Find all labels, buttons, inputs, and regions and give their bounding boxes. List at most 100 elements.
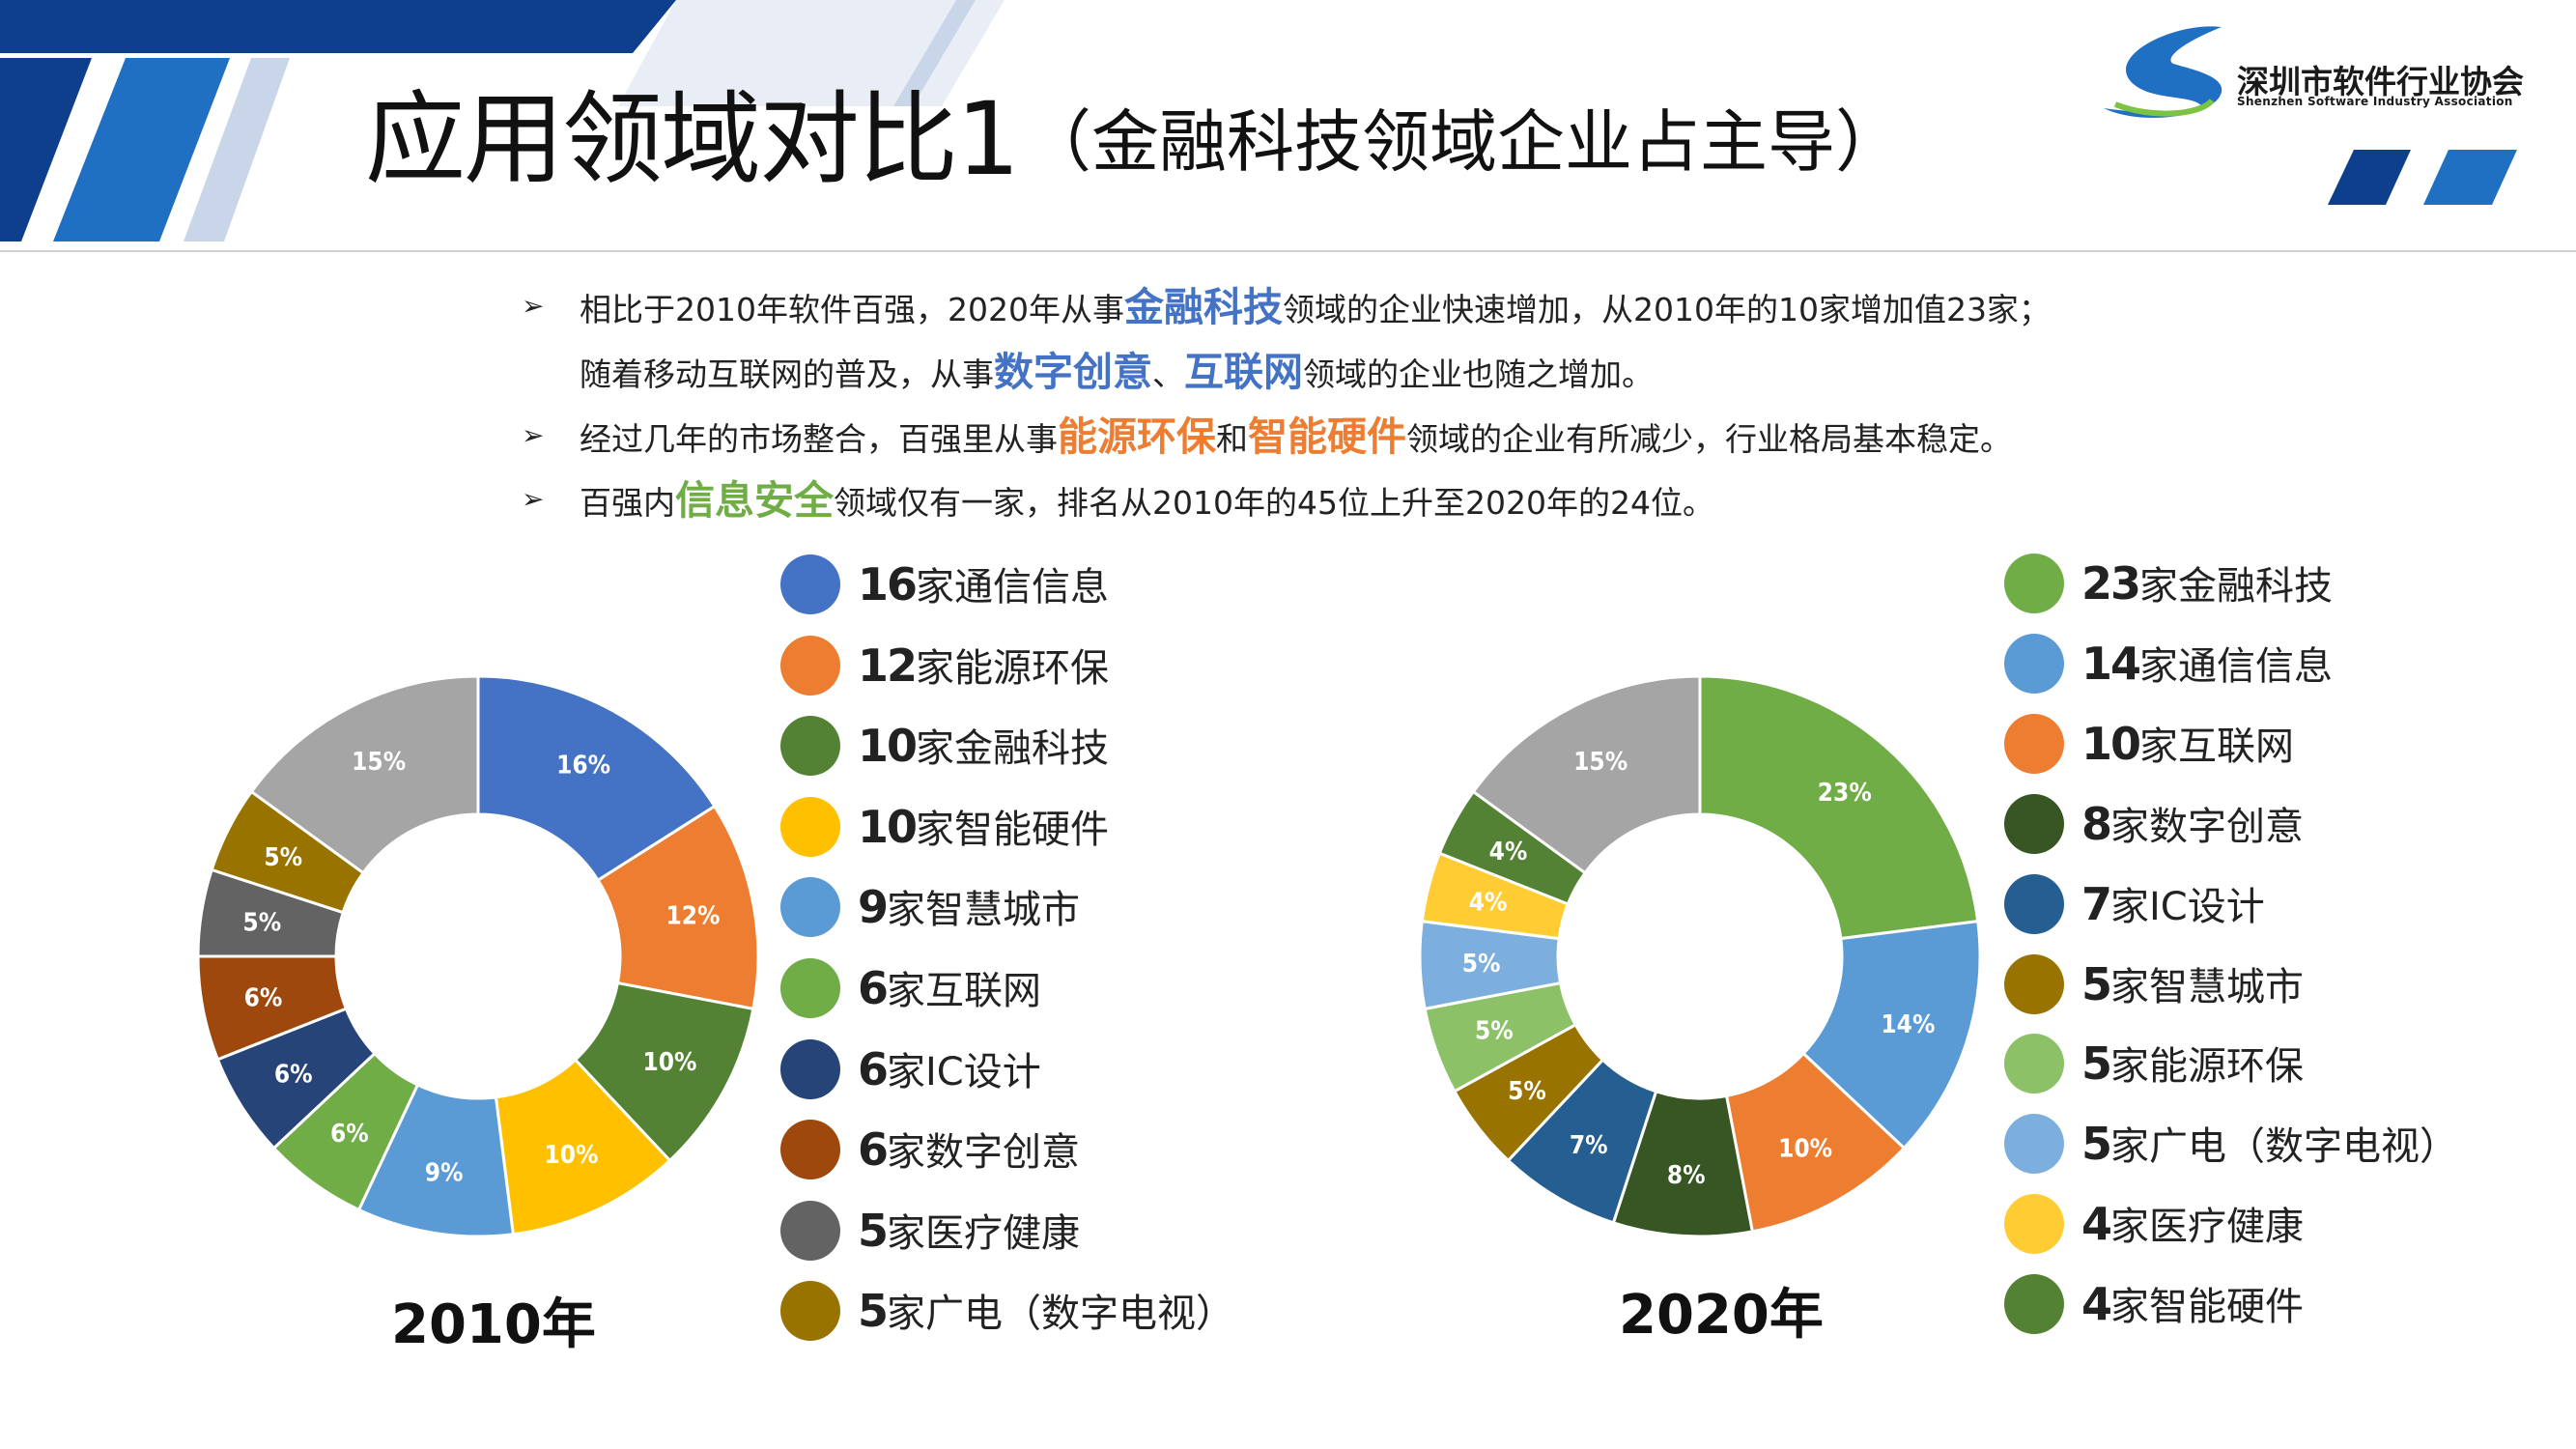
legend-name: 家数字创意 bbox=[887, 1130, 1081, 1176]
bullet-arrow-icon: ➢ bbox=[522, 483, 545, 515]
legend-swatch bbox=[780, 877, 840, 938]
legend-count: 4 bbox=[2081, 1198, 2112, 1251]
bullet-text: 领域的企业快速增加，从2010年的10家增加值23家； bbox=[1282, 291, 2051, 328]
slice-percent-label: 4% bbox=[1469, 889, 1508, 918]
legend-swatch bbox=[2004, 1114, 2064, 1175]
legend-label: 7家IC设计 bbox=[2081, 882, 2265, 926]
legend-swatch bbox=[2004, 1034, 2064, 1094]
logo-text: 深圳市软件行业协会 bbox=[2237, 63, 2524, 100]
legend-label: 4家智能硬件 bbox=[2081, 1282, 2304, 1326]
bullet-line: 百强内信息安全领域仅有一家，排名从2010年的45位上升至2020年的24位。 bbox=[580, 481, 1714, 521]
legend-swatch bbox=[2004, 953, 2064, 1014]
header-band-dark bbox=[0, 0, 676, 53]
legend-name: 家通信信息 bbox=[2139, 643, 2334, 689]
highlight-text: 信息安全 bbox=[675, 477, 834, 524]
legend-swatch bbox=[780, 635, 840, 696]
legend-name: 家能源环保 bbox=[916, 645, 1110, 691]
legend-count: 7 bbox=[2081, 877, 2112, 930]
legend-name: 家广电（数字电视） bbox=[887, 1292, 1235, 1337]
legend-label: 14家通信信息 bbox=[2081, 641, 2333, 686]
slice-percent-label: 6% bbox=[330, 1120, 369, 1149]
legend-swatch bbox=[2004, 873, 2064, 934]
legend-name: 家IC设计 bbox=[2110, 884, 2265, 929]
donut-slice bbox=[476, 674, 717, 883]
legend-name: 家智慧城市 bbox=[2110, 964, 2305, 1009]
legend-count: 10 bbox=[858, 720, 918, 773]
legend-label: 10家金融科技 bbox=[858, 724, 1109, 768]
year-label-2010: 2010年 bbox=[391, 1293, 596, 1356]
bullet-text: 经过几年的市场整合，百强里从事 bbox=[580, 420, 1058, 458]
slice-percent-label: 14% bbox=[1881, 1010, 1935, 1039]
legend-label: 4家医疗健康 bbox=[2081, 1202, 2304, 1246]
legend-label: 5家广电（数字电视） bbox=[2081, 1122, 2458, 1166]
legend-label: 5家能源环保 bbox=[2081, 1041, 2304, 1086]
donut-chart-2020: 23% 14% 10% 8% 7% 5% 5% 5% 4% 4% 15% bbox=[1418, 674, 1982, 1238]
donut-slice bbox=[1471, 674, 1702, 875]
legend-name: 家金融科技 bbox=[2139, 564, 2334, 609]
legend-count: 10 bbox=[858, 800, 918, 853]
legend-swatch bbox=[2004, 633, 2064, 694]
bullet-text: 领域的企业有所减少，行业格局基本稳定。 bbox=[1406, 420, 2012, 458]
legend-name: 家医疗健康 bbox=[887, 1210, 1081, 1256]
legend-label: 8家数字创意 bbox=[2081, 802, 2304, 846]
slice-percent-label: 4% bbox=[1489, 838, 1528, 867]
legend-count: 12 bbox=[858, 639, 918, 692]
donut-slice bbox=[596, 804, 760, 1011]
legend-name: 家智能硬件 bbox=[2110, 1285, 2305, 1330]
slice-percent-label: 8% bbox=[1667, 1161, 1706, 1190]
slice-percent-label: 16% bbox=[556, 752, 610, 781]
bullet-text: 和 bbox=[1216, 420, 1248, 458]
legend-swatch bbox=[2004, 793, 2064, 854]
legend-count: 10 bbox=[2081, 717, 2141, 770]
year-label-2020: 2020年 bbox=[1619, 1284, 1824, 1347]
bullet-text: 相比于2010年软件百强，2020年从事 bbox=[580, 291, 1124, 328]
legend-label: 12家能源环保 bbox=[858, 643, 1109, 688]
legend-name: 家IC设计 bbox=[887, 1049, 1041, 1094]
legend-name: 家金融科技 bbox=[916, 726, 1110, 772]
legend-count: 16 bbox=[858, 558, 918, 611]
legend-swatch bbox=[2004, 554, 2064, 613]
legend-name: 家能源环保 bbox=[2110, 1044, 2305, 1090]
legend-label: 10家互联网 bbox=[2081, 722, 2294, 766]
legend-label: 9家智慧城市 bbox=[858, 885, 1080, 929]
legend-label: 5家广电（数字电视） bbox=[858, 1289, 1234, 1333]
legend-label: 6家数字创意 bbox=[858, 1127, 1080, 1172]
legend-swatch bbox=[780, 958, 840, 1018]
legend-name: 家广电（数字电视） bbox=[2110, 1124, 2459, 1170]
slice-percent-label: 15% bbox=[1573, 748, 1628, 777]
legend-name: 家互联网 bbox=[2139, 724, 2295, 769]
header-stripe-pale bbox=[184, 58, 290, 242]
legend-name: 家通信信息 bbox=[916, 565, 1110, 610]
logo-subtext: Shenzhen Software Industry Association bbox=[2237, 95, 2513, 108]
donut-slice bbox=[249, 674, 480, 875]
highlight-text: 金融科技 bbox=[1123, 284, 1283, 330]
legend-label: 23家金融科技 bbox=[2081, 561, 2333, 606]
legend-label: 5家医疗健康 bbox=[858, 1208, 1080, 1253]
highlight-text: 互联网 bbox=[1184, 349, 1303, 395]
legend-label: 6家互联网 bbox=[858, 966, 1041, 1010]
legend-count: 5 bbox=[2081, 957, 2112, 1010]
slice-percent-label: 23% bbox=[1818, 779, 1872, 808]
legend-name: 家医疗健康 bbox=[2110, 1205, 2305, 1250]
slice-percent-label: 15% bbox=[352, 748, 406, 777]
slice-percent-label: 5% bbox=[1475, 1017, 1514, 1046]
legend-label: 5家智慧城市 bbox=[2081, 962, 2304, 1007]
slice-percent-label: 9% bbox=[425, 1159, 464, 1188]
legend-swatch bbox=[780, 716, 840, 777]
bullet-text: 领域仅有一家，排名从2010年的45位上升至2020年的24位。 bbox=[834, 484, 1714, 522]
logo-icon bbox=[2104, 26, 2222, 118]
legend-name: 家智慧城市 bbox=[887, 888, 1081, 933]
legend-count: 14 bbox=[2081, 637, 2141, 690]
legend-swatch bbox=[780, 796, 840, 857]
legend-count: 5 bbox=[2081, 1118, 2112, 1171]
slice-percent-label: 12% bbox=[665, 902, 720, 931]
bullet-text: 领域的企业也随之增加。 bbox=[1303, 355, 1654, 393]
page-subtitle: （金融科技领域企业占主导） bbox=[1024, 102, 1903, 182]
slice-percent-label: 5% bbox=[1508, 1077, 1546, 1106]
slice-percent-label: 10% bbox=[642, 1048, 696, 1077]
legend-name: 家智能硬件 bbox=[916, 807, 1110, 852]
legend-swatch bbox=[2004, 1194, 2064, 1255]
legend-swatch bbox=[780, 1200, 840, 1261]
bullet-line: 相比于2010年软件百强，2020年从事金融科技领域的企业快速增加，从2010年… bbox=[580, 288, 2051, 327]
bullet-line: 经过几年的市场整合，百强里从事能源环保和智能硬件领域的企业有所减少，行业格局基本… bbox=[580, 417, 2012, 457]
